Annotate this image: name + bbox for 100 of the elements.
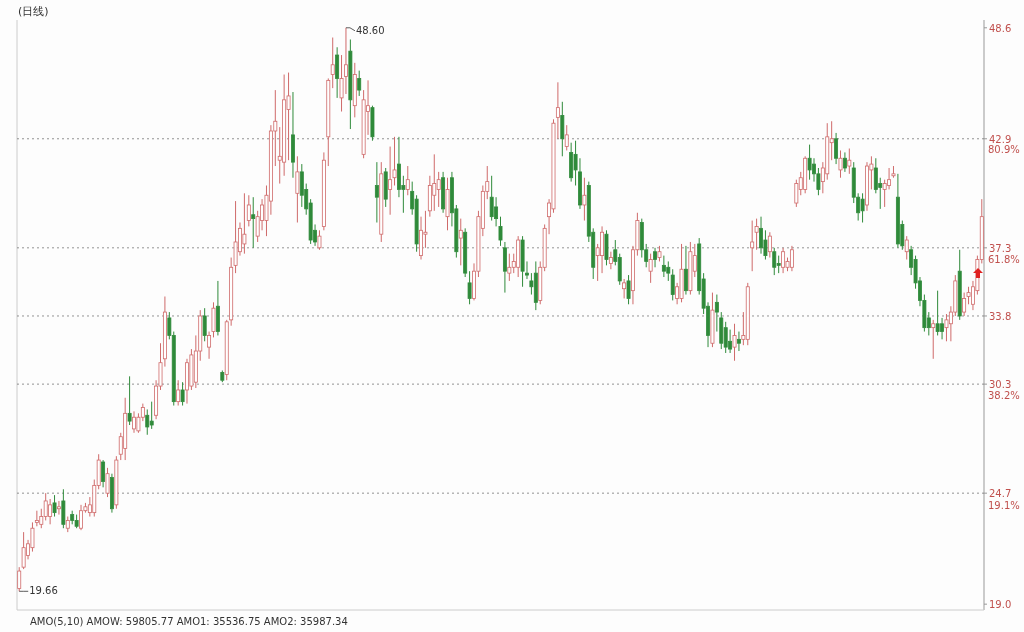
- candlestick: [710, 292, 715, 348]
- candlestick: [891, 165, 896, 179]
- candlestick: [414, 194, 419, 253]
- candlestick: [679, 243, 684, 303]
- candlestick: [723, 321, 728, 354]
- candlestick: [220, 370, 225, 383]
- candlestick: [379, 161, 384, 243]
- y-tick-label: 37.3: [989, 242, 1012, 254]
- candlestick: [145, 408, 150, 436]
- candlestick: [661, 255, 666, 278]
- candlestick: [189, 348, 194, 391]
- y2-tick-label: 19.1%: [988, 500, 1020, 512]
- candlestick: [467, 270, 472, 305]
- candlestick: [648, 253, 653, 284]
- candlestick: [569, 142, 574, 183]
- candlestick: [807, 144, 812, 181]
- candlestick: [838, 149, 843, 179]
- candlestick: [489, 175, 494, 222]
- candlestick: [427, 175, 432, 218]
- candlestick: [617, 253, 622, 286]
- candlestick: [560, 101, 565, 157]
- candlestick: [498, 216, 503, 247]
- candlestick: [825, 122, 830, 181]
- candlestick: [684, 245, 688, 296]
- candlestick: [202, 307, 207, 342]
- candlestick: [57, 500, 61, 516]
- candlestick: [882, 179, 887, 208]
- candlestick: [639, 218, 644, 259]
- candlestick: [299, 163, 304, 208]
- candlestick: [745, 282, 750, 346]
- candlestick: [321, 151, 326, 231]
- candlestick: [286, 72, 291, 161]
- candlestick: [352, 62, 357, 118]
- candlestick: [533, 260, 538, 311]
- candlestick: [224, 319, 229, 381]
- candlestick: [70, 510, 75, 525]
- candlestick: [772, 247, 777, 276]
- candlestick: [463, 227, 468, 278]
- candlestick: [52, 494, 57, 518]
- candlestick: [330, 37, 335, 89]
- candlestick: [291, 91, 295, 179]
- candlestick: [180, 381, 185, 407]
- candlestick: [520, 235, 525, 288]
- candlestick: [61, 488, 66, 529]
- candlestick: [295, 155, 300, 224]
- candlestick: [957, 249, 962, 321]
- candlestick: [573, 140, 578, 187]
- candlestick: [516, 235, 521, 278]
- candlestick: [21, 531, 26, 570]
- candlestick: [653, 247, 657, 268]
- candlestick: [176, 379, 181, 407]
- y2-tick-label: 80.9%: [988, 144, 1020, 156]
- candlestick: [688, 241, 693, 296]
- candlestick: [114, 455, 119, 510]
- candlestick: [105, 467, 110, 498]
- candlestick: [816, 167, 821, 196]
- candlestick: [392, 136, 397, 187]
- text: AMO(5,10) AMOW: 59805.77 AMO1: 35536.75 AMO2: 35987.34: [30, 616, 348, 627]
- candlestick: [750, 220, 755, 272]
- candlestick: [962, 292, 967, 317]
- candlestick: [626, 274, 631, 305]
- candlestick: [335, 46, 340, 99]
- annotation: 48.60: [355, 24, 385, 36]
- candlestick: [405, 165, 410, 196]
- candlestick: [608, 251, 613, 270]
- candlestick: [732, 323, 737, 362]
- candlestick: [242, 192, 247, 255]
- candlestick: [339, 54, 344, 113]
- candlestick: [374, 161, 379, 224]
- y-tick-label: 30.3: [989, 379, 1012, 391]
- candlestick: [233, 200, 238, 274]
- candlestick: [458, 218, 463, 266]
- candlestick: [736, 331, 741, 352]
- candlestick: [767, 231, 772, 259]
- candlestick: [794, 179, 799, 208]
- candlestick: [326, 77, 331, 167]
- candlestick: [847, 148, 852, 175]
- candlestick: [348, 38, 353, 130]
- annotation: 19.66: [29, 585, 58, 597]
- y-tick-label: 19.0: [989, 599, 1012, 611]
- candlestick: [30, 521, 35, 553]
- y-tick-label: 33.8: [989, 310, 1012, 322]
- y-tick-label: 24.7: [989, 488, 1012, 500]
- candlestick: [383, 167, 388, 208]
- candlestick: [34, 510, 39, 527]
- candlestick: [931, 319, 936, 360]
- candlestick: [388, 146, 393, 216]
- candlestick: [370, 105, 375, 142]
- y2-tick-label: 38.2%: [988, 390, 1020, 402]
- candlestick: [719, 311, 724, 350]
- candlestick: [445, 177, 450, 231]
- candlestick: [551, 118, 556, 214]
- candlestick: [432, 153, 437, 212]
- candlestick: [860, 192, 865, 224]
- y2-tick-label: 61.8%: [988, 254, 1020, 266]
- candlestick: [127, 375, 132, 426]
- chart-title: (日线): [18, 5, 49, 18]
- candlestick: [803, 155, 808, 194]
- candlestick: [622, 278, 627, 299]
- candlestick: [904, 235, 909, 260]
